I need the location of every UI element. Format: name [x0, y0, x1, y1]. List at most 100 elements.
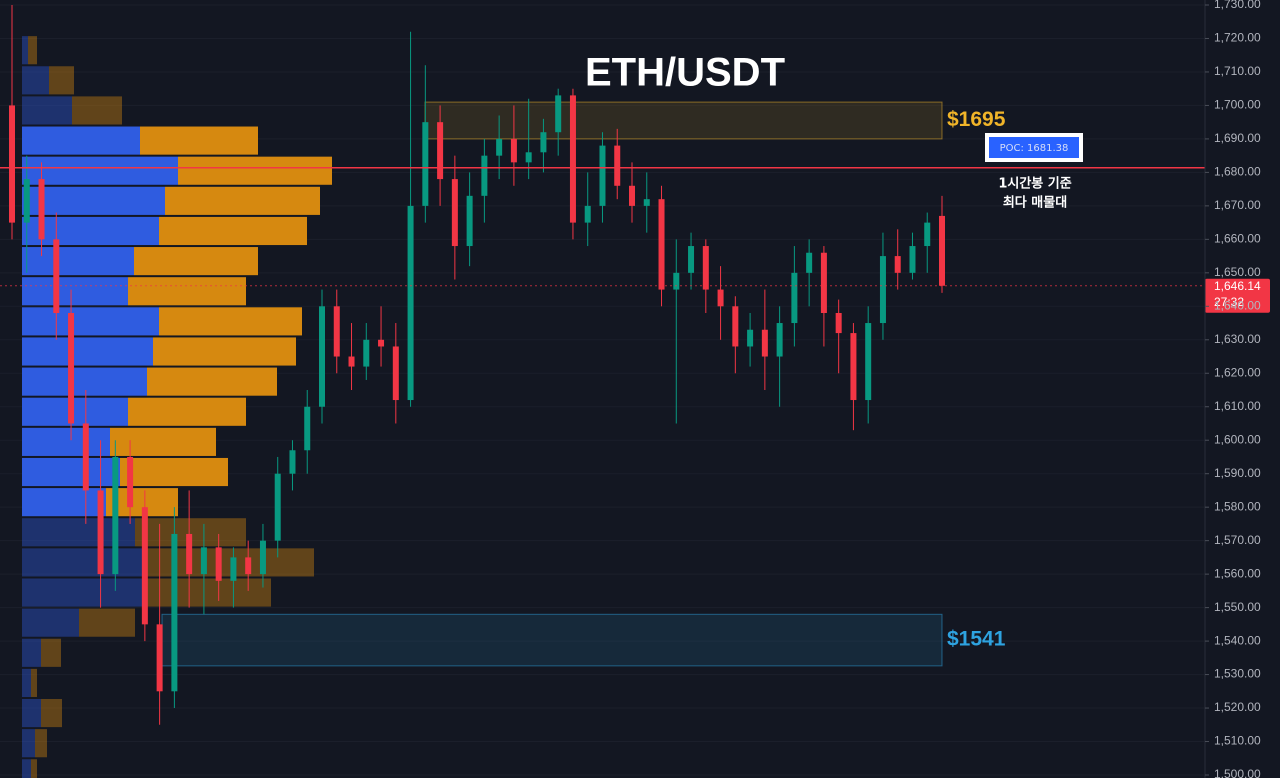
volume-profile-bar: [178, 156, 332, 185]
volume-profile-bar: [22, 427, 110, 456]
y-tick-label: 1,570.00: [1214, 533, 1261, 547]
volume-profile-bar: [22, 126, 140, 155]
zone-label: $1695: [947, 108, 1006, 131]
last-price-tag: [1205, 278, 1270, 313]
candle-body: [614, 145, 621, 186]
volume-profile-bar: [110, 427, 216, 456]
chart-title: ETH/USDT: [585, 51, 785, 95]
y-tick-label: 1,650.00: [1214, 265, 1261, 279]
volume-profile-bar: [22, 277, 128, 306]
volume-profile-bar: [35, 729, 47, 758]
volume-profile-bar: [22, 638, 41, 667]
candle-body: [112, 456, 119, 575]
candle-body: [245, 557, 252, 575]
y-tick-label: 1,590.00: [1214, 466, 1261, 480]
candle-body: [230, 557, 237, 581]
candle-body: [939, 215, 945, 286]
candle-body: [865, 323, 872, 401]
volume-profile-bar: [22, 186, 165, 215]
candle-body: [643, 199, 650, 206]
volume-profile-bar: [28, 36, 37, 65]
candle-body: [23, 179, 30, 223]
candle-body: [38, 179, 45, 240]
poc-note: 최다 매물대: [1003, 195, 1067, 211]
candle-body: [599, 145, 606, 206]
zone-label: $1541: [947, 628, 1006, 651]
candle-body: [348, 356, 355, 367]
candle-body: [289, 450, 296, 474]
volume-profile-bar: [31, 759, 37, 778]
volume-profile-bar: [128, 397, 246, 426]
candle-body: [319, 306, 325, 407]
candle-body: [53, 239, 60, 313]
candle-body: [510, 138, 517, 163]
candle-body: [791, 272, 798, 324]
y-tick-label: 1,560.00: [1214, 566, 1261, 580]
y-tick-label: 1,710.00: [1214, 64, 1261, 78]
y-tick-label: 1,540.00: [1214, 633, 1261, 647]
volume-profile-bar: [79, 608, 135, 637]
candle-body: [629, 185, 635, 206]
volume-profile-bar: [22, 307, 159, 336]
volume-profile-bar: [22, 578, 147, 607]
volume-profile-bar: [147, 367, 277, 396]
y-tick-label: 1,680.00: [1214, 165, 1261, 179]
candle-body: [820, 252, 827, 313]
volume-profile-bar: [22, 36, 28, 65]
candle-body: [437, 122, 444, 180]
volume-profile-bar: [22, 729, 35, 758]
candle-body: [82, 423, 89, 491]
candle-body: [732, 306, 739, 347]
y-tick-label: 1,520.00: [1214, 700, 1261, 714]
candle-body: [850, 333, 857, 401]
volume-profile-bar: [134, 247, 258, 276]
candle-body: [525, 152, 532, 163]
volume-profile-bar: [49, 66, 74, 95]
candle-body: [879, 256, 886, 324]
candle-body: [127, 456, 134, 508]
y-tick-label: 1,670.00: [1214, 198, 1261, 212]
y-tick-label: 1,580.00: [1214, 499, 1261, 513]
candle-body: [156, 624, 163, 692]
candle-body: [747, 329, 754, 347]
candle-body: [259, 540, 266, 575]
y-tick-label: 1,720.00: [1214, 31, 1261, 45]
volume-profile-bar: [41, 638, 61, 667]
volume-profile-bar: [22, 156, 178, 185]
volume-profile-bar: [22, 548, 147, 577]
candle-body: [407, 205, 414, 401]
volume-profile-bar: [22, 66, 49, 95]
countdown-label: 27:32: [1214, 295, 1244, 309]
volume-profile-bar: [128, 277, 246, 306]
volume-profile-bar: [159, 216, 307, 246]
candle-body: [186, 533, 193, 575]
candle-body: [658, 199, 665, 290]
y-tick-label: 1,690.00: [1214, 131, 1261, 145]
candle-body: [68, 313, 75, 424]
candle-body: [392, 346, 399, 401]
volume-profile-bar: [22, 247, 134, 276]
volume-profile-bar: [22, 668, 31, 697]
candle-body: [171, 533, 178, 692]
candle-body: [924, 222, 931, 247]
candle-body: [555, 95, 562, 133]
y-tick-label: 1,630.00: [1214, 332, 1261, 346]
candle-body: [702, 246, 709, 290]
volume-profile-bar: [22, 216, 159, 246]
candle-body: [496, 138, 503, 156]
candle-body: [776, 323, 783, 357]
y-tick-label: 1,610.00: [1214, 399, 1261, 413]
price-zone: [424, 101, 943, 140]
volume-profile-bar: [22, 397, 128, 426]
y-tick-label: 1,640.00: [1214, 298, 1261, 312]
candle-body: [274, 473, 281, 541]
volume-profile-bar: [153, 337, 296, 366]
candle-body: [894, 256, 901, 273]
candle-body: [540, 132, 547, 153]
y-tick-label: 1,600.00: [1214, 432, 1261, 446]
volume-profile-bar: [22, 759, 31, 778]
poc-note: 1시간봉 기준: [998, 176, 1071, 192]
candle-body: [569, 95, 576, 223]
y-tick-label: 1,550.00: [1214, 600, 1261, 614]
